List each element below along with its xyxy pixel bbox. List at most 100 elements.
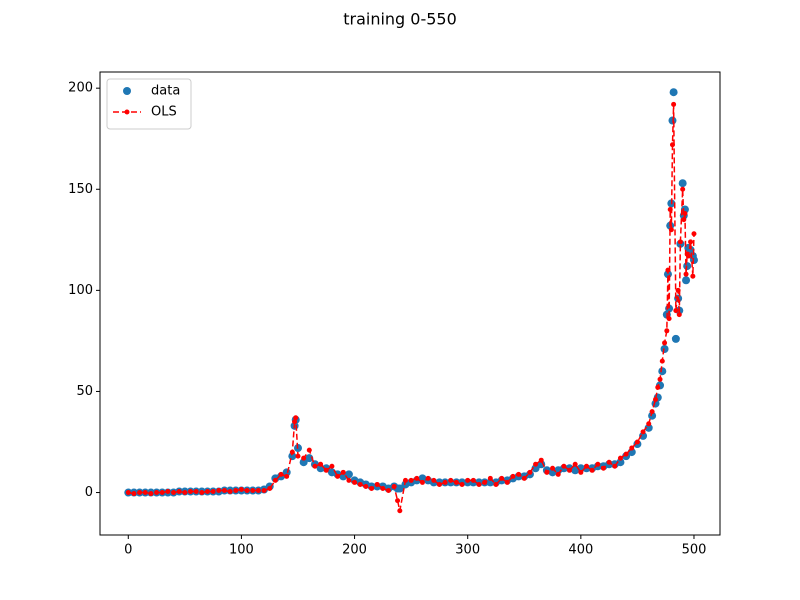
data-point	[329, 463, 335, 469]
data-point	[510, 473, 516, 479]
y-tick-label: 150	[68, 182, 93, 197]
data-point	[137, 490, 143, 496]
data-point	[595, 461, 601, 467]
x-tick-label: 500	[682, 543, 707, 558]
data-point	[216, 488, 222, 494]
data-point	[655, 384, 661, 390]
data-point	[667, 206, 673, 212]
data-point	[395, 484, 404, 493]
data-point	[671, 334, 680, 343]
data-point	[301, 455, 307, 461]
data-point	[470, 477, 476, 483]
x-tick-label: 200	[342, 543, 367, 558]
data-point	[673, 308, 679, 314]
data-point	[538, 457, 544, 463]
data-point	[589, 467, 595, 473]
data-point	[690, 273, 696, 279]
data-point	[644, 423, 653, 432]
data-point	[487, 475, 493, 481]
data-point	[527, 469, 533, 475]
data-point	[688, 239, 694, 245]
data-point	[616, 458, 625, 467]
data-point	[648, 411, 657, 420]
y-tick-label: 0	[85, 485, 93, 500]
data-point	[448, 477, 454, 483]
data-point	[284, 473, 290, 479]
data-point	[504, 479, 510, 485]
data-point	[306, 447, 312, 453]
data-point	[171, 490, 177, 496]
data-point	[683, 271, 689, 277]
data-point	[499, 475, 505, 481]
data-point	[165, 489, 171, 495]
data-point	[669, 142, 675, 148]
data-point	[516, 471, 522, 477]
data-point	[395, 498, 401, 504]
x-tick-label: 300	[455, 543, 480, 558]
legend-label: OLS	[151, 105, 177, 120]
data-point	[193, 489, 199, 495]
data-point	[340, 469, 346, 475]
data-point	[204, 489, 210, 495]
data-point	[391, 483, 397, 489]
data-point	[629, 445, 635, 451]
y-tick-label: 50	[76, 384, 93, 399]
data-point	[408, 477, 414, 483]
axes-frame	[99, 71, 721, 536]
data-point	[380, 485, 386, 491]
data-point	[659, 358, 665, 364]
data-point	[386, 488, 392, 494]
data-point	[335, 473, 341, 479]
data-point	[675, 287, 681, 293]
data-point	[617, 455, 623, 461]
data-point	[125, 490, 131, 496]
chart-title: training 0-550	[343, 10, 457, 29]
data-point	[678, 179, 687, 188]
data-point	[238, 487, 244, 493]
data-point	[295, 453, 301, 459]
data-point	[346, 477, 352, 483]
data-point	[544, 469, 550, 475]
data-point	[669, 88, 678, 97]
data-point	[658, 367, 667, 376]
y-tick-label: 200	[68, 81, 93, 96]
data-point	[148, 491, 154, 497]
data-point	[299, 458, 308, 467]
data-point	[521, 475, 527, 481]
series-line	[128, 104, 695, 511]
data-point	[323, 467, 329, 473]
data-point	[154, 490, 160, 496]
data-point	[459, 481, 465, 487]
x-tick-label: 0	[124, 543, 132, 558]
data-point	[465, 477, 471, 483]
data-point	[374, 481, 380, 487]
data-point	[682, 211, 688, 217]
data-point	[305, 454, 314, 463]
data-point	[414, 475, 420, 481]
data-point	[255, 488, 261, 494]
data-point	[292, 419, 298, 425]
data-point	[640, 429, 646, 435]
data-point	[188, 489, 194, 495]
data-point	[431, 477, 437, 483]
data-point	[352, 479, 358, 485]
data-point	[182, 490, 188, 496]
data-point	[227, 489, 233, 495]
data-point	[436, 481, 442, 487]
x-tick-label: 400	[568, 543, 593, 558]
data-point	[278, 471, 284, 477]
x-tick-label: 100	[229, 543, 254, 558]
data-point	[159, 490, 165, 496]
y-tick-label: 100	[68, 283, 93, 298]
data-point	[267, 485, 273, 491]
data-point	[555, 471, 561, 477]
data-point	[482, 479, 488, 485]
data-point	[668, 227, 674, 233]
data-point	[261, 488, 267, 494]
data-point	[272, 477, 278, 483]
data-point	[649, 409, 655, 415]
data-point	[567, 467, 573, 473]
data-point	[289, 449, 295, 455]
data-point	[677, 239, 683, 245]
data-point	[493, 481, 499, 487]
